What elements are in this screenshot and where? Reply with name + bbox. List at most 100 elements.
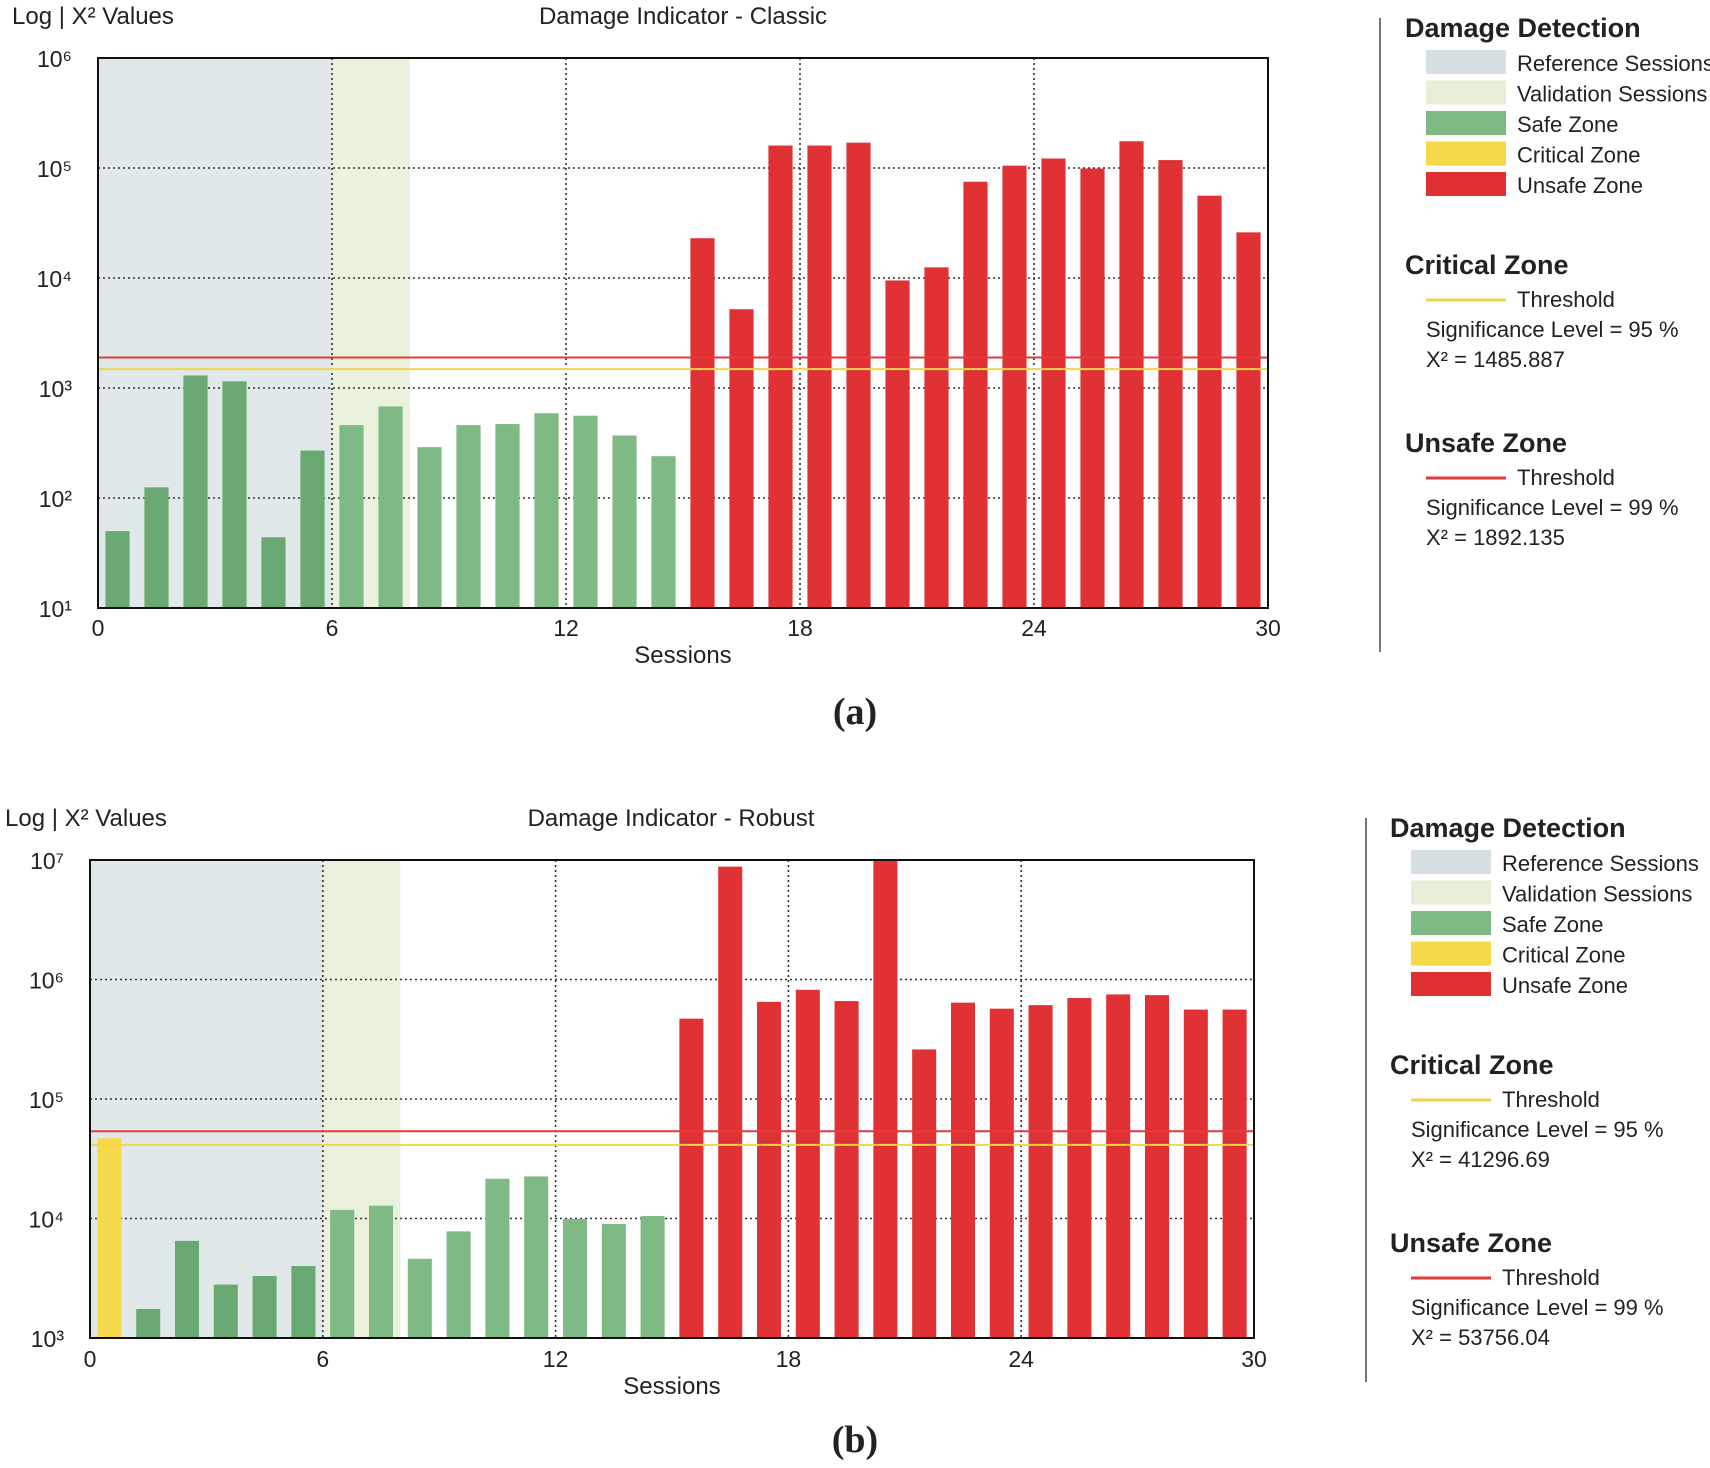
bar-session-7 — [339, 425, 364, 608]
unsafe-zone-title: Unsafe Zone — [1390, 1228, 1552, 1258]
caption-b: (b) — [831, 1419, 879, 1461]
bar-session-8 — [378, 406, 403, 608]
bar-session-15 — [651, 456, 676, 608]
x-tick-label: 18 — [787, 615, 813, 641]
y-tick-label: 10⁴ — [29, 1207, 64, 1233]
bar-session-10 — [456, 425, 481, 608]
bar-session-14 — [601, 1223, 626, 1338]
bar-session-28 — [1158, 160, 1183, 609]
bar-session-22 — [924, 267, 949, 608]
critical-significance-level: Significance Level = 95 % — [1411, 1117, 1664, 1142]
bar-session-25 — [1041, 158, 1066, 608]
bar-session-19 — [795, 989, 820, 1338]
critical-zone-title: Critical Zone — [1390, 1050, 1554, 1080]
bar-session-17 — [729, 309, 754, 608]
bar-session-7 — [330, 1209, 355, 1338]
bar-session-15 — [640, 1215, 665, 1338]
bar-session-30 — [1236, 232, 1261, 608]
legend-swatch-reference — [1426, 50, 1506, 74]
bar-session-5 — [261, 537, 286, 608]
legend-swatch-reference — [1411, 850, 1491, 874]
critical-chi-square-value: X² = 1485.887 — [1426, 347, 1565, 372]
legend-swatch-validation — [1411, 880, 1491, 905]
unsafe-zone-title: Unsafe Zone — [1405, 428, 1567, 458]
bar-session-13 — [573, 415, 598, 608]
x-tick-label: 24 — [1008, 1346, 1034, 1372]
bar-session-30 — [1222, 1009, 1247, 1338]
bar-session-2 — [136, 1308, 161, 1338]
legend-label-unsafe: Unsafe Zone — [1517, 173, 1643, 198]
chart-panel-b: 10³ 10⁴ 10⁵ 10⁶ 10⁷ 0 6 12 18 24 30 Log | X² Values… — [0, 800, 1710, 1461]
bar-session-9 — [407, 1258, 432, 1338]
y-tick-label: 10⁵ — [37, 156, 72, 182]
bar-session-1 — [105, 531, 130, 608]
legend-swatch-critical — [1426, 141, 1506, 166]
legend-title: Damage Detection — [1405, 13, 1641, 43]
x-axis-label: Sessions — [623, 1373, 720, 1400]
critical-chi-square-value: X² = 41296.69 — [1411, 1147, 1550, 1172]
bar-session-22 — [912, 1049, 937, 1338]
bar-session-26 — [1080, 168, 1105, 608]
critical-threshold-label: Threshold — [1502, 1087, 1600, 1112]
unsafe-threshold-label: Threshold — [1502, 1265, 1600, 1290]
bar-session-24 — [1002, 165, 1027, 608]
bar-session-5 — [252, 1276, 277, 1338]
chart-a: 10¹ 10² 10³ 10⁴ 10⁵ 10⁶ 0 6 12 18 24 30 Log | X² Val… — [12, 3, 1710, 669]
bar-session-1 — [97, 1138, 122, 1338]
y-axis-label: Log | X² Values — [5, 805, 167, 832]
unsafe-threshold-label: Threshold — [1517, 465, 1615, 490]
unsafe-chi-square-value: X² = 53756.04 — [1411, 1325, 1550, 1350]
legend-label-validation: Validation Sessions — [1517, 82, 1707, 107]
y-tick-label: 10⁶ — [37, 46, 72, 72]
chart-title: Damage Indicator - Classic — [539, 3, 827, 30]
x-tick-label: 24 — [1021, 615, 1047, 641]
y-tick-label: 10⁷ — [30, 848, 64, 874]
reference-sessions-region — [98, 58, 332, 608]
legend-label-safe: Safe Zone — [1517, 112, 1619, 137]
legend-label-validation: Validation Sessions — [1502, 882, 1692, 907]
x-tick-label: 0 — [84, 1346, 97, 1372]
legend-label-unsafe: Unsafe Zone — [1502, 973, 1628, 998]
x-tick-label: 30 — [1241, 1346, 1267, 1372]
legend-title: Damage Detection — [1390, 813, 1626, 843]
legend-label-safe: Safe Zone — [1502, 912, 1604, 937]
bar-session-3 — [174, 1240, 200, 1338]
bar-session-6 — [300, 450, 325, 608]
x-tick-label: 18 — [776, 1346, 802, 1372]
bar-session-26 — [1067, 998, 1092, 1338]
chart-b: 10³ 10⁴ 10⁵ 10⁶ 10⁷ 0 6 12 18 24 30 Log | X² Values… — [5, 805, 1699, 1400]
bar-session-10 — [446, 1231, 471, 1338]
y-tick-label: 10⁴ — [37, 266, 72, 292]
bar-session-25 — [1028, 1005, 1053, 1338]
unsafe-significance-level: Significance Level = 99 % — [1411, 1295, 1664, 1320]
bar-session-27 — [1106, 994, 1131, 1338]
chart-panel-a: 10¹ 10² 10³ 10⁴ 10⁵ 10⁶ 0 6 12 18 24 30 Log | X² Val… — [0, 0, 1710, 733]
bar-session-12 — [524, 1176, 549, 1338]
bar-session-3 — [183, 375, 208, 608]
bar-session-29 — [1183, 1009, 1208, 1338]
legend-swatch-validation — [1426, 80, 1506, 105]
bar-session-11 — [495, 424, 520, 608]
bar-session-4 — [222, 381, 247, 608]
x-tick-label: 12 — [553, 615, 579, 641]
bar-session-13 — [562, 1219, 588, 1338]
legend-label-reference: Reference Sessions — [1517, 51, 1710, 76]
y-tick-label: 10² — [39, 486, 73, 512]
bar-session-24 — [989, 1008, 1014, 1338]
x-tick-label: 6 — [316, 1346, 329, 1372]
bar-session-2 — [144, 487, 169, 608]
bar-session-11 — [485, 1178, 510, 1338]
bar-session-14 — [612, 435, 637, 608]
bar-session-28 — [1144, 995, 1170, 1338]
bar-session-27 — [1119, 141, 1144, 608]
x-tick-label: 6 — [326, 615, 339, 641]
caption-a: (a) — [832, 691, 878, 733]
y-axis-label: Log | X² Values — [12, 3, 174, 30]
bar-session-21 — [885, 280, 910, 608]
bar-session-21 — [873, 860, 898, 1338]
x-tick-label: 0 — [92, 615, 105, 641]
legend-label-critical: Critical Zone — [1502, 943, 1625, 968]
y-tick-label: 10⁵ — [29, 1087, 64, 1113]
y-tick-label: 10³ — [31, 1326, 65, 1352]
unsafe-chi-square-value: X² = 1892.135 — [1426, 525, 1565, 550]
